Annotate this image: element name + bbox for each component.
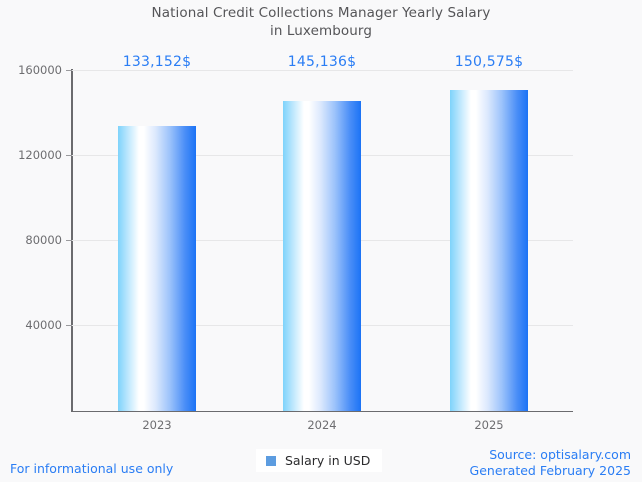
plot-area xyxy=(72,70,573,411)
y-tick-mark-120000 xyxy=(66,155,72,156)
y-tick-label-120000: 120000 xyxy=(18,148,62,162)
legend-swatch-icon xyxy=(266,455,276,466)
bar-2025[interactable] xyxy=(450,90,528,411)
footer-source: Source: optisalary.com xyxy=(489,447,631,462)
bar-2023[interactable] xyxy=(118,126,196,411)
value-label-2024: 145,136$ xyxy=(287,54,357,70)
y-tick-mark-160000 xyxy=(66,70,72,71)
value-label-2025: 150,575$ xyxy=(454,54,524,70)
footer-source-block: Source: optisalary.com Generated Februar… xyxy=(470,447,631,479)
chart-title-line-1: National Credit Collections Manager Year… xyxy=(151,5,491,21)
chart-legend: Salary in USD xyxy=(256,449,383,472)
x-tick-label-2025: 2025 xyxy=(474,418,504,432)
y-tick-mark-80000 xyxy=(66,240,72,241)
footer-generated-date: Generated February 2025 xyxy=(469,463,631,478)
x-tick-label-2024: 2024 xyxy=(307,418,337,432)
chart-title: National Credit Collections Manager Year… xyxy=(0,4,642,40)
y-tick-mark-40000 xyxy=(66,325,72,326)
bar-2024[interactable] xyxy=(283,101,361,411)
chart-title-line-2: in Luxembourg xyxy=(269,23,373,39)
y-tick-label-40000: 40000 xyxy=(25,318,62,332)
x-tick-label-2023: 2023 xyxy=(142,418,172,432)
value-label-2023: 133,152$ xyxy=(122,54,192,70)
y-tick-label-80000: 80000 xyxy=(25,233,62,247)
gridline-160000 xyxy=(72,70,573,71)
footer-informational-note: For informational use only xyxy=(10,461,174,476)
y-tick-label-160000: 160000 xyxy=(18,63,62,77)
legend-label-salary-in-usd: Salary in USD xyxy=(285,453,371,468)
x-axis-line xyxy=(71,410,573,412)
